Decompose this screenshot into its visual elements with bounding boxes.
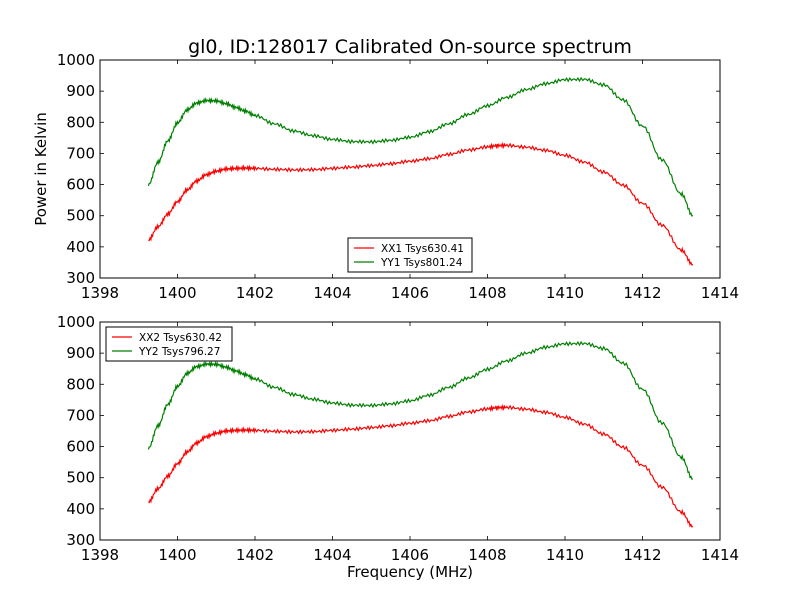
- top-x-tick-label: 1398: [81, 284, 119, 302]
- bottom-x-tick-label: 1410: [546, 546, 584, 564]
- top-y-tick-label: 900: [66, 82, 95, 100]
- top-y-tick-label: 600: [66, 176, 95, 194]
- top-x-tick-label: 1408: [468, 284, 506, 302]
- bottom-y-tick-label: 1000: [57, 313, 95, 331]
- bottom-series-line-2: [147, 340, 693, 480]
- top-series-line-2: [147, 76, 694, 217]
- top-series-line-1: [148, 141, 694, 266]
- bottom-axes-frame: [99, 321, 721, 541]
- top-axes-frame: [99, 59, 721, 279]
- top-y-tick-label: 500: [66, 207, 95, 225]
- top-y-tick-label: 400: [66, 238, 95, 256]
- top-x-tick-label: 1402: [236, 284, 274, 302]
- top-x-tick-label: 1414: [701, 284, 739, 302]
- top-x-tick-label: 1406: [391, 284, 429, 302]
- bottom-x-tick-label: 1408: [468, 546, 506, 564]
- top-y-tick-label: 700: [66, 144, 95, 162]
- bottom-legend-entry-2: YY2 Tsys796.27: [138, 346, 220, 358]
- bottom-y-tick-label: 700: [66, 406, 95, 424]
- bottom-series-line-1: [148, 403, 694, 528]
- top-y-tick-label: 800: [66, 113, 95, 131]
- bottom-y-tick-label: 500: [66, 469, 95, 487]
- bottom-x-tick-label: 1400: [158, 546, 196, 564]
- bottom-y-tick-label: 600: [66, 438, 95, 456]
- top-legend-entry-2: YY1 Tsys801.24: [380, 257, 463, 269]
- bottom-x-tick-label: 1406: [391, 546, 429, 564]
- bottom-legend-box: [105, 326, 233, 362]
- top-panel: 1398 1400 1402 1404 1406 1408 1410 1412 1414 300 4…: [57, 51, 739, 302]
- top-x-tick-label: 1400: [158, 284, 196, 302]
- top-legend-entry-1: XX1 Tsys630.41: [381, 243, 464, 255]
- bottom-x-tick-label: 1402: [236, 546, 274, 564]
- top-y-tick-label: 300: [66, 269, 95, 287]
- figure-title: gl0, ID:128017 Calibrated On-source spec…: [188, 36, 632, 58]
- bottom-legend-entry-1: XX2 Tsys630.42: [139, 332, 222, 344]
- bottom-y-tick-label: 400: [66, 500, 95, 518]
- bottom-y-tick-label: 800: [66, 375, 95, 393]
- top-y-tick-label: 1000: [57, 51, 95, 69]
- top-legend-box: [347, 237, 473, 273]
- bottom-y-tick-label: 900: [66, 344, 95, 362]
- x-axis-label: Frequency (MHz): [347, 563, 473, 581]
- bottom-x-tick-label: 1414: [701, 546, 739, 564]
- top-x-tick-label: 1404: [313, 284, 351, 302]
- bottom-panel: 1398 1400 1402 1404 1406 1408 1410 1412 1414 300 4…: [57, 313, 739, 564]
- y-axis-label: Power in Kelvin: [32, 112, 50, 226]
- bottom-x-tick-label: 1404: [313, 546, 351, 564]
- bottom-x-tick-label: 1412: [623, 546, 661, 564]
- bottom-y-tick-label: 300: [66, 531, 95, 549]
- bottom-x-tick-label: 1398: [81, 546, 119, 564]
- top-x-tick-label: 1410: [546, 284, 584, 302]
- top-x-tick-label: 1412: [623, 284, 661, 302]
